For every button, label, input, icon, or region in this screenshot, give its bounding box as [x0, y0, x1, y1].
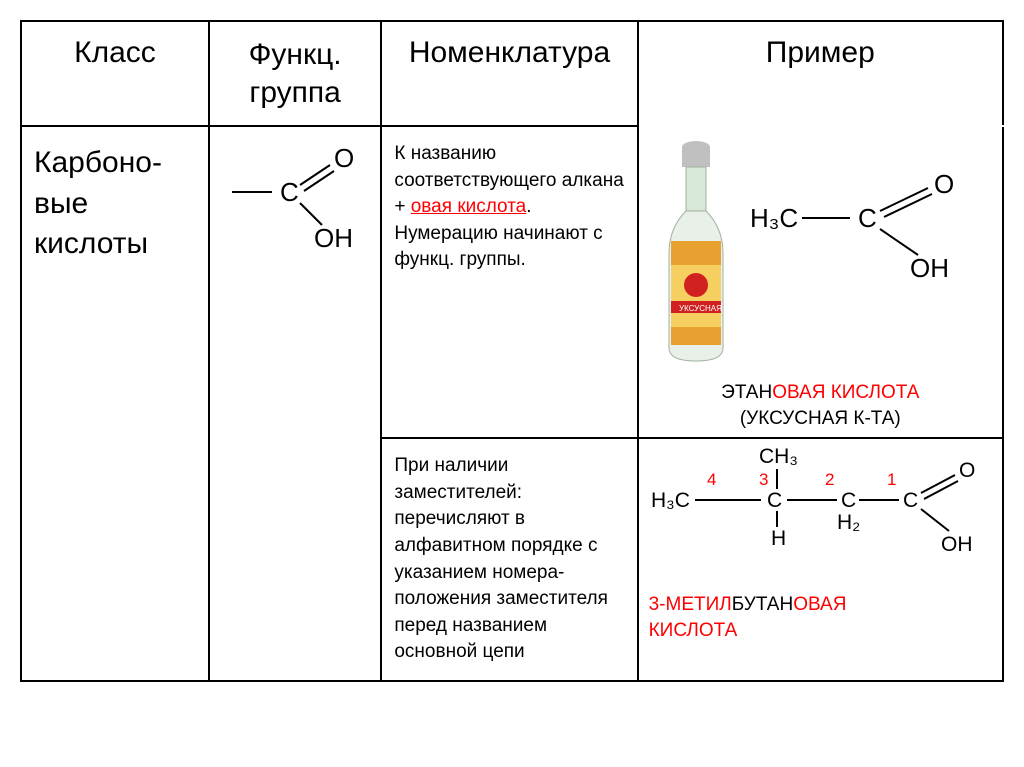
cap1-p3: (УКСУСНАЯ К-ТА)	[740, 408, 901, 429]
class-text-3: кислоты	[34, 227, 148, 260]
nomen1-highlight: овая кислота	[411, 196, 527, 217]
header-row: Класс Функц. группа Номенклатура Пример	[21, 21, 1003, 126]
vinegar-bottle: УКСУСНАЯ	[649, 133, 744, 374]
svg-text:4: 4	[707, 470, 716, 489]
svg-text:O: O	[934, 173, 954, 199]
nomenclature-cell-2: При наличии заместителей: перечисляют в …	[381, 438, 637, 681]
svg-text:H₂: H₂	[837, 511, 860, 534]
nomen2-text: При наличии заместителей: перечисляют в …	[394, 455, 608, 662]
svg-text:УКСУСНАЯ: УКСУСНАЯ	[679, 304, 722, 313]
svg-text:OH: OH	[314, 223, 353, 253]
header-class: Класс	[21, 21, 209, 126]
example1-caption: ЭТАНОВАЯ КИСЛОТА (УКСУСНАЯ К-ТА)	[649, 380, 992, 431]
content-row-1: Карбоно- вые кислоты C O OH К названию с…	[21, 126, 1003, 438]
cap2-p4: КИСЛОТА	[649, 620, 738, 641]
header-nomen: Номенклатура	[381, 21, 637, 126]
example2-caption: 3-МЕТИЛБУТАНОВАЯ КИСЛОТА	[649, 592, 992, 643]
svg-text:O: O	[959, 459, 975, 482]
svg-text:H: H	[771, 527, 786, 550]
class-text-2: вые	[34, 187, 88, 220]
cap2-p2: БУТАН	[732, 594, 793, 615]
svg-text:C: C	[280, 177, 299, 207]
methylbutanoic-structure: CH₃ 4 3 2 1 H₃C C C C H H₂	[649, 445, 979, 580]
svg-text:C: C	[767, 489, 782, 512]
svg-text:O: O	[334, 147, 354, 173]
svg-text:C: C	[903, 489, 918, 512]
cap2-p3: ОВАЯ	[793, 594, 846, 615]
class-text-1: Карбоно-	[34, 146, 162, 179]
svg-text:1: 1	[887, 470, 896, 489]
svg-text:CH₃: CH₃	[759, 445, 798, 468]
example-cell-2: CH₃ 4 3 2 1 H₃C C C C H H₂	[638, 438, 1003, 681]
acetic-acid-structure: H₃C C O OH	[750, 133, 992, 283]
nomenclature-cell-1: К названию соответствующего алкана + ова…	[381, 126, 637, 438]
svg-text:H₃C: H₃C	[750, 203, 798, 233]
svg-text:C: C	[858, 203, 877, 233]
cap2-p1: 3-МЕТИЛ	[649, 594, 732, 615]
svg-text:C: C	[841, 489, 856, 512]
class-cell: Карбоно- вые кислоты	[21, 126, 209, 681]
svg-text:3: 3	[759, 470, 768, 489]
header-func: Функц. группа	[209, 21, 382, 126]
svg-text:OH: OH	[941, 533, 973, 556]
header-example: Пример	[638, 21, 1003, 126]
svg-text:OH: OH	[910, 253, 949, 283]
chemistry-table: Класс Функц. группа Номенклатура Пример …	[20, 20, 1004, 682]
svg-text:2: 2	[825, 470, 834, 489]
func-group-structure: C O OH	[222, 147, 362, 257]
cap1-p2: ОВАЯ КИСЛОТА	[772, 382, 919, 403]
svg-text:H₃C: H₃C	[651, 489, 690, 512]
cap1-p1: ЭТАН	[721, 382, 772, 403]
example-cell-1: УКСУСНАЯ H₃C C O OH	[638, 126, 1003, 438]
func-group-cell: C O OH	[209, 126, 382, 681]
